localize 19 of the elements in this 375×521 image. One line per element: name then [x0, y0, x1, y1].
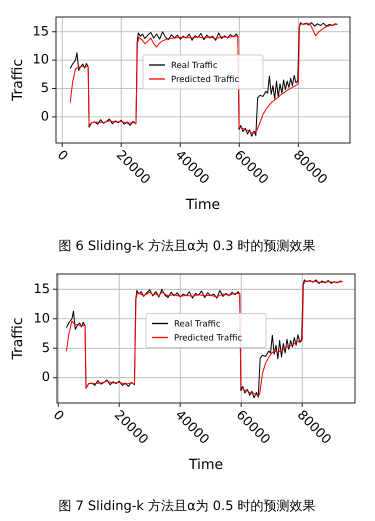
- legend-label: Predicted Traffic: [171, 75, 240, 85]
- y-tick-label: 15: [33, 282, 50, 297]
- y-tick-label: 10: [33, 311, 50, 326]
- legend-label: Real Traffic: [174, 320, 221, 330]
- y-tick-label: 10: [32, 52, 49, 68]
- x-tick-label: 0: [54, 148, 70, 164]
- y-tick-label: 5: [40, 81, 49, 96]
- legend-label: Predicted Traffic: [174, 334, 242, 344]
- caption: 图 7 Sliding-k 方法且α为 0.5 时的预测效果: [58, 498, 316, 514]
- y-tick-label: 0: [40, 109, 49, 124]
- y-axis-title: Traffic: [10, 317, 26, 361]
- caption: 图 6 Sliding-k 方法且α为 0.3 时的预测效果: [58, 238, 316, 254]
- x-axis-title: Time: [184, 197, 220, 213]
- y-tick-label: 0: [42, 370, 50, 386]
- y-tick-label: 5: [42, 340, 50, 356]
- y-tick-label: 15: [32, 24, 49, 40]
- legend-label: Real Traffic: [171, 61, 218, 71]
- x-axis-title: Time: [188, 457, 224, 473]
- y-axis-title: Traffic: [10, 58, 26, 102]
